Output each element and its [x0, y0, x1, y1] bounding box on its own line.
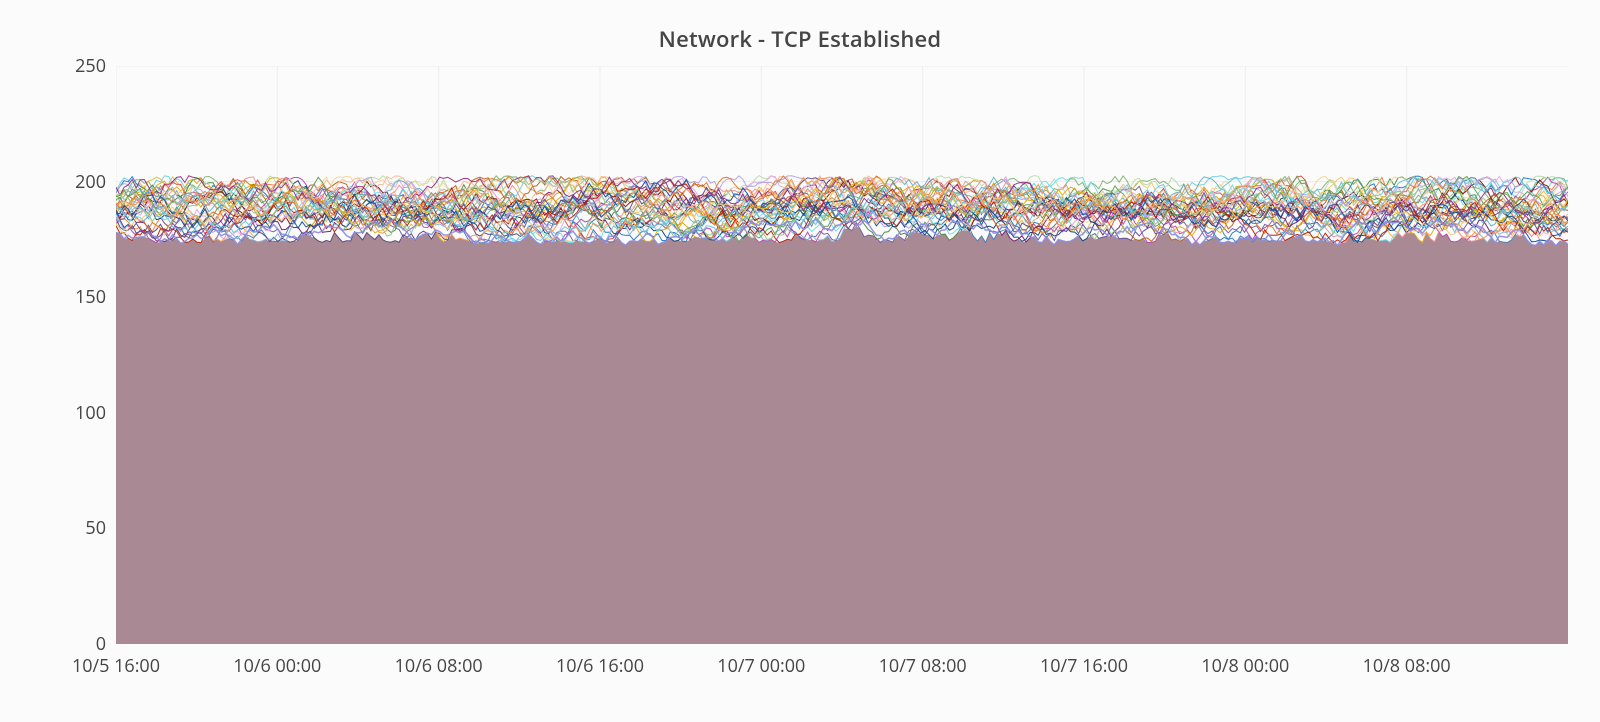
x-tick-label: 10/8 08:00	[1363, 654, 1451, 678]
x-tick-label: 10/5 16:00	[72, 654, 160, 678]
x-tick-label: 10/6 16:00	[556, 654, 644, 678]
y-tick-label: 50	[85, 516, 106, 540]
x-tick-label: 10/7 16:00	[1040, 654, 1128, 678]
x-tick-label: 10/6 08:00	[395, 654, 483, 678]
y-tick-label: 150	[75, 285, 106, 309]
chart-panel: Network - TCP Established 05010015020025…	[0, 0, 1600, 722]
y-tick-label: 250	[75, 54, 106, 78]
x-tick-label: 10/6 00:00	[233, 654, 321, 678]
x-tick-label: 10/7 00:00	[717, 654, 805, 678]
x-tick-label: 10/8 00:00	[1201, 654, 1289, 678]
y-tick-label: 100	[75, 401, 106, 425]
plot-area[interactable]: 05010015020025010/5 16:0010/6 00:0010/6 …	[116, 66, 1568, 644]
y-tick-label: 0	[96, 632, 106, 656]
area-fill	[116, 226, 1568, 645]
y-tick-label: 200	[75, 170, 106, 194]
series-lines	[116, 176, 1568, 243]
x-tick-label: 10/7 08:00	[879, 654, 967, 678]
chart-title: Network - TCP Established	[0, 24, 1600, 54]
plot-svg	[116, 66, 1568, 644]
